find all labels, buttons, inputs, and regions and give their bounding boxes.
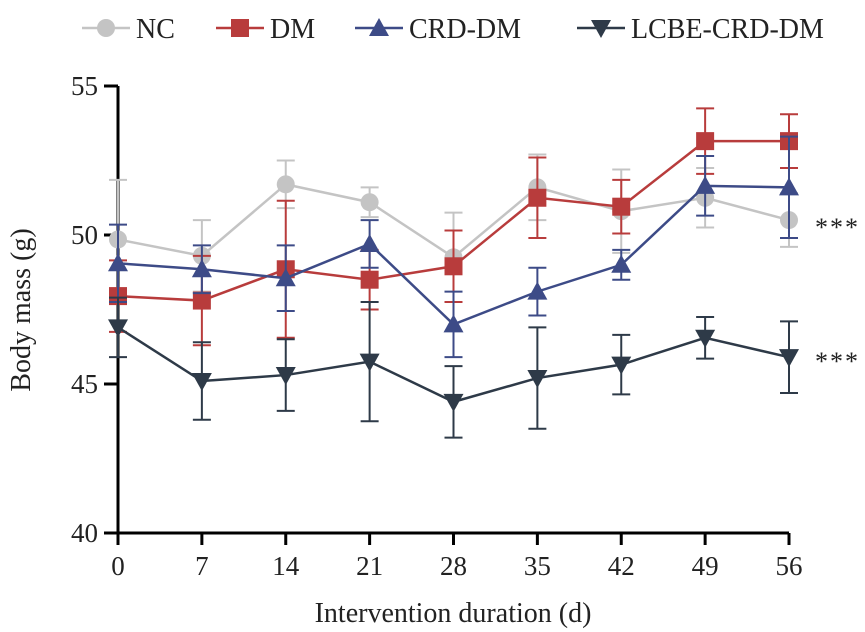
x-tick-label: 42 (608, 551, 635, 581)
data-point (612, 197, 631, 216)
legend-item-crd-dm: CRD-DM (355, 14, 521, 45)
data-point (360, 193, 379, 212)
data-point (696, 132, 715, 151)
y-axis-label: Body mass (g) (6, 228, 37, 391)
legend-label: DM (270, 14, 315, 45)
data-point (276, 175, 295, 194)
data-point (611, 254, 632, 273)
series-lcbe-crd-dm (108, 296, 799, 439)
significance-label: *** (815, 213, 860, 242)
data-point (527, 281, 548, 300)
legend-marker (369, 18, 389, 36)
y-tick-label: 40 (71, 518, 98, 548)
data-point (527, 370, 548, 389)
y-tick-label: 45 (71, 369, 98, 399)
data-point (779, 177, 799, 196)
y-tick-label: 50 (71, 220, 98, 250)
x-tick-label: 21 (356, 551, 383, 581)
legend-marker (591, 20, 611, 38)
x-tick-label: 7 (195, 551, 209, 581)
data-point (275, 268, 296, 287)
data-point (360, 270, 379, 289)
x-tick-label: 35 (524, 551, 551, 581)
data-point (359, 233, 380, 252)
legend-label: NC (136, 14, 175, 45)
legend-marker (97, 19, 115, 37)
data-point (779, 349, 799, 368)
x-tick-label: 56 (776, 551, 803, 581)
data-point (444, 257, 463, 276)
y-axis: 40 45 50 55 (71, 71, 120, 548)
data-point (443, 314, 464, 333)
data-point (359, 353, 380, 372)
data-point (108, 253, 128, 272)
plot-area: *** *** (108, 107, 860, 439)
data-point (191, 373, 212, 392)
x-tick-label: 14 (272, 551, 300, 581)
data-point (695, 329, 716, 348)
data-point (443, 393, 464, 412)
legend: NC DM CRD-DM LCBE-CRD-DM (82, 14, 824, 45)
data-point (191, 259, 212, 278)
legend-marker (231, 19, 249, 37)
data-point (275, 367, 296, 386)
x-tick-label: 28 (440, 551, 467, 581)
data-point (611, 356, 632, 375)
legend-item-dm: DM (216, 14, 315, 45)
data-point (192, 291, 211, 310)
x-axis: 0 7 14 21 28 35 42 49 56 (111, 531, 803, 581)
x-tick-label: 0 (111, 551, 125, 581)
legend-item-lcbe-crd-dm: LCBE-CRD-DM (577, 14, 824, 45)
data-point (108, 319, 128, 338)
data-point (695, 175, 716, 194)
y-tick-label: 55 (71, 71, 98, 101)
x-axis-label: Intervention duration (d) (315, 598, 592, 629)
data-point (528, 188, 547, 207)
series-crd-dm (108, 135, 799, 359)
legend-label: LCBE-CRD-DM (631, 14, 824, 45)
legend-label: CRD-DM (409, 14, 521, 45)
x-tick-label: 49 (692, 551, 719, 581)
significance-label: *** (815, 347, 860, 376)
legend-item-nc: NC (82, 14, 175, 45)
